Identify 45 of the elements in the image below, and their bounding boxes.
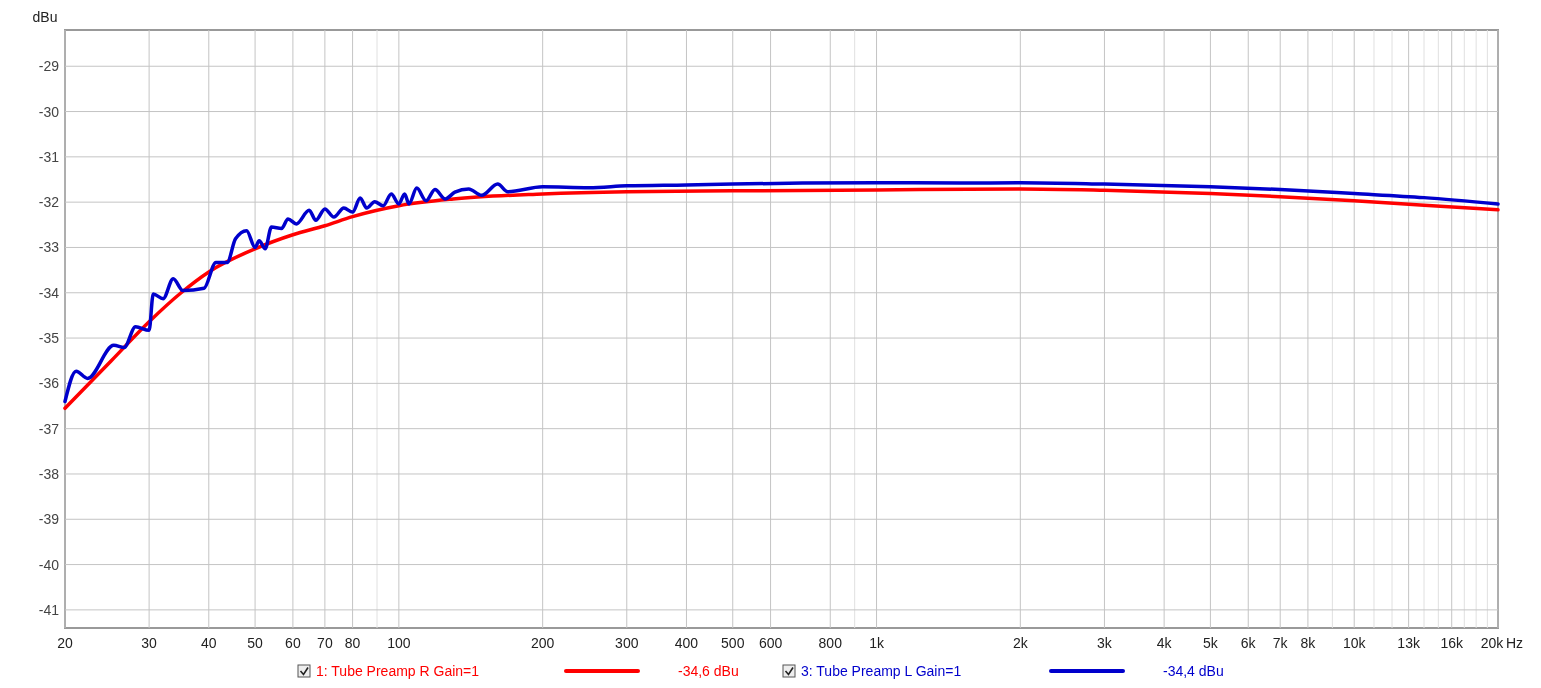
text: -34,6 dBu bbox=[678, 663, 739, 679]
x-tick-label: 80 bbox=[344, 635, 361, 651]
y-tick-label: -38 bbox=[38, 465, 60, 482]
y-tick-label: -32 bbox=[38, 194, 60, 211]
x-tick-label: 800 bbox=[818, 635, 843, 651]
x-tick-label: 6k bbox=[1240, 635, 1257, 651]
y-tick-label: -31 bbox=[38, 148, 60, 165]
y-tick-label: -35 bbox=[38, 330, 60, 347]
x-tick-label: 200 bbox=[530, 635, 555, 651]
x-tick-label: 30 bbox=[141, 635, 158, 651]
x-axis-title: Hz bbox=[1506, 635, 1524, 651]
y-tick-label: -41 bbox=[38, 601, 60, 618]
x-tick-label: 20 bbox=[57, 635, 73, 651]
y-tick-label: -30 bbox=[38, 103, 60, 120]
x-tick-label: 1k bbox=[869, 635, 885, 651]
x-tick-label: 8k bbox=[1300, 635, 1317, 651]
text: -34,4 dBu bbox=[1163, 663, 1224, 679]
text: 1: Tube Preamp R Gain=1 bbox=[316, 663, 480, 679]
x-tick-label: 10k bbox=[1342, 635, 1367, 651]
x-tick-label: 50 bbox=[247, 635, 264, 651]
y-tick-label: -37 bbox=[38, 420, 60, 437]
x-tick-label: 13k bbox=[1397, 635, 1421, 651]
text: 3: Tube Preamp L Gain=1 bbox=[801, 663, 962, 679]
x-tick-label: 500 bbox=[721, 635, 745, 651]
y-tick-label: -40 bbox=[38, 556, 60, 573]
x-tick-label: 16k bbox=[1440, 635, 1464, 651]
x-tick-label: 20k bbox=[1480, 635, 1505, 651]
x-tick-label: 300 bbox=[615, 635, 639, 651]
x-tick-label: 3k bbox=[1097, 635, 1113, 651]
x-tick-label: 60 bbox=[285, 635, 301, 651]
x-tick-label: 40 bbox=[201, 635, 217, 651]
x-tick-label: 7k bbox=[1272, 635, 1289, 651]
x-tick-label: 100 bbox=[387, 635, 411, 651]
x-tick-label: 400 bbox=[674, 635, 699, 651]
y-tick-label: -29 bbox=[38, 58, 60, 75]
y-tick-label: -36 bbox=[38, 375, 60, 392]
x-tick-label: 5k bbox=[1203, 635, 1219, 651]
x-tick-label: 2k bbox=[1012, 635, 1029, 651]
x-tick-label: 70 bbox=[317, 635, 333, 651]
y-tick-label: -34 bbox=[38, 284, 60, 301]
y-tick-label: -39 bbox=[38, 511, 60, 528]
x-tick-label: 4k bbox=[1156, 635, 1173, 651]
y-tick-label: -33 bbox=[38, 239, 60, 256]
y-axis-title: dBu bbox=[32, 9, 58, 25]
x-tick-label: 600 bbox=[758, 635, 783, 651]
